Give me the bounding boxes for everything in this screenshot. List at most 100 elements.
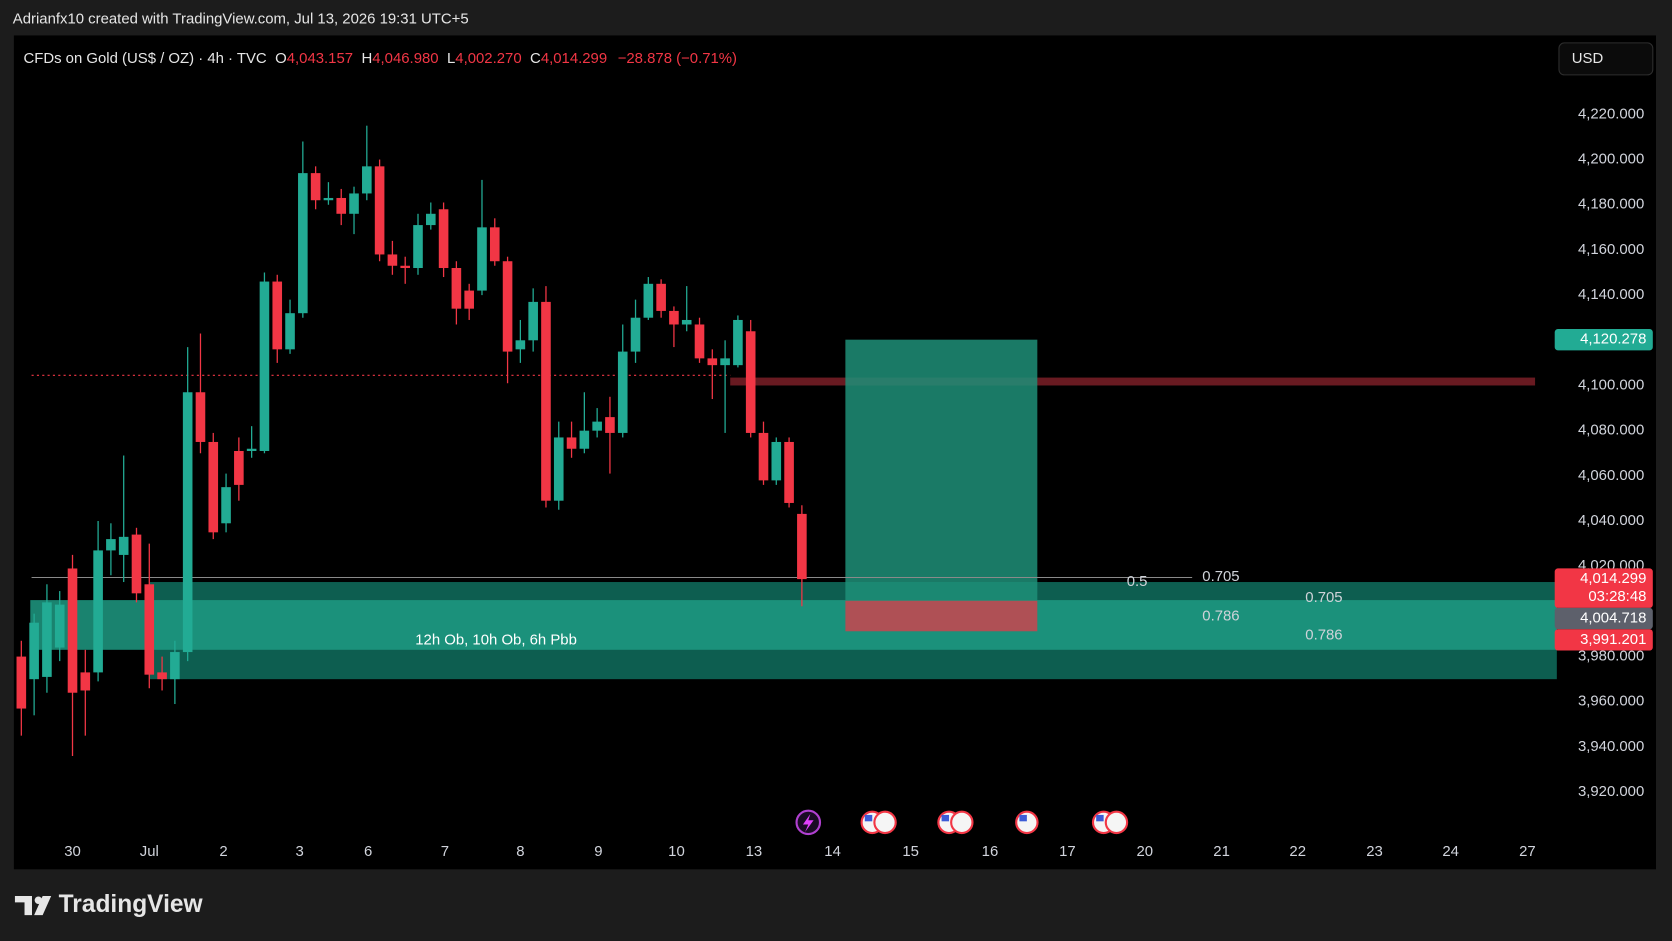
y-tick-label: 4,040.000 [1578,512,1644,529]
x-tick-label: 3 [295,843,303,860]
x-tick-label: 6 [364,843,372,860]
high-value: 4,046.980 [372,50,438,67]
x-tick-label: 17 [1059,843,1076,860]
candle-body [144,584,155,675]
candle-body [502,261,513,352]
high-key: H [361,50,372,67]
candle-body [515,340,526,350]
price-tag [1554,568,1653,608]
candle-body [681,319,692,325]
x-tick-label: 24 [1442,843,1459,860]
candle-body [579,430,590,449]
candle-body [349,193,359,214]
candle-body [93,550,103,673]
candle-body [16,656,27,709]
flag-canton [1019,814,1027,822]
x-tick-label: 13 [746,843,763,860]
x-tick-label: 14 [824,843,841,860]
x-tick-label: 8 [516,843,524,860]
candle-body [630,317,641,352]
currency-button[interactable] [1558,42,1654,76]
event-flags[interactable] [860,810,1129,835]
x-tick-label: 7 [441,843,449,860]
price-tag [1554,607,1653,630]
x-tick-label: 22 [1289,843,1306,860]
y-tick-label: 4,080.000 [1578,422,1644,439]
candle-body [451,268,462,309]
logo-mark [34,895,52,916]
candle-body [489,227,500,262]
price-tag-label: 3,991.201 [1580,631,1646,648]
event-bolt [802,813,814,832]
candle-body [259,281,270,451]
candle-body [208,441,219,533]
x-tick-label: 15 [902,843,919,860]
price-tag-label: 4,120.278 [1580,331,1646,348]
candle-body [592,421,602,431]
x-tick-label: Jul [140,843,159,860]
symbol: CFDs on Gold (US$ / OZ) · 4h · TVC [23,50,266,67]
candle-body [182,392,193,653]
flag-canton [1096,814,1104,822]
y-tick-label: 4,180.000 [1578,196,1644,213]
candle-body [541,301,551,501]
zone [30,600,1557,650]
candle-body [234,450,244,485]
candle-body [477,227,487,291]
y-tick-label: 4,100.000 [1578,376,1644,393]
plot: 12h Ob, 10h Ob, 6h Pbb 0.5 0.705 0.786 0.705… [16,125,1557,756]
candle-body [720,358,730,366]
candle-body [553,437,564,501]
candle-body [605,417,615,433]
x-tick-label: 23 [1366,843,1383,860]
candle-body [80,672,91,691]
fib-label: 0.705 [1202,568,1239,585]
x-tick-label: 30 [64,843,81,860]
candle-body [336,197,347,214]
flag-icon[interactable] [873,810,897,835]
x-tick-label: 21 [1213,843,1230,860]
candle-body [656,283,666,311]
close-key: C [530,50,541,67]
candle-body [694,324,705,359]
candle-body [29,622,39,680]
zone [730,377,1536,386]
candle-body [272,281,283,350]
x-tick-label: 16 [982,843,999,860]
candle-body [669,310,679,325]
candle-body [566,437,577,449]
price-tag [1554,629,1653,651]
flag-icon[interactable] [950,810,974,835]
zone [845,339,1038,601]
candle-body [246,448,257,451]
y-tick-label: 3,940.000 [1578,738,1644,755]
candle-body [323,197,334,201]
x-tick-label: 10 [668,843,685,860]
legend: CFDs on Gold (US$ / OZ) · 4h · TVC O 4,04… [23,50,737,67]
open-key: O [275,50,287,67]
x-tick-label: 9 [594,843,602,860]
y-tick-label: 4,060.000 [1578,467,1644,484]
low-value: 4,002.270 [455,50,521,67]
candle-body [784,441,794,503]
candle-body [707,358,718,366]
candle-body [617,351,628,433]
currency-label[interactable]: USD [1572,50,1604,67]
flag-icon[interactable] [1104,810,1129,835]
price-tag [1554,329,1653,351]
candle-body [221,487,231,524]
candle-body [528,301,538,341]
x-tick-label: 20 [1137,843,1154,860]
candle-body [733,319,743,366]
flag-canton [941,814,950,822]
brand-name: TradingView [59,891,204,918]
y-tick-label: 4,200.000 [1578,151,1644,168]
flag-canton [864,814,873,822]
fib-label: 0.786 [1305,627,1342,644]
candle-body [400,265,411,269]
candle-body [362,166,372,194]
close-value: 4,014.299 [541,50,607,67]
